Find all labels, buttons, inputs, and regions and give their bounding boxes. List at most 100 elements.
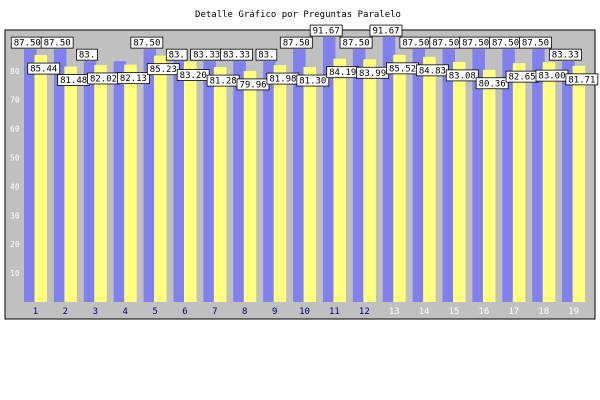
data-label: 82.02: [90, 74, 117, 84]
bar-series-1: [233, 61, 246, 302]
data-label: 81.28: [210, 77, 237, 87]
data-label: 83.20: [180, 71, 207, 81]
data-label-box: [339, 36, 373, 49]
bar-series-1: [442, 49, 456, 302]
x-tick-label: 16: [478, 307, 489, 317]
bar-series-1: [562, 61, 575, 302]
bar-series-1: [113, 61, 127, 302]
bar-series-1: [143, 49, 157, 302]
bars: [24, 37, 586, 303]
data-label: 80.36: [479, 79, 506, 89]
data-label-box: [296, 74, 330, 87]
bar-series-1: [203, 61, 216, 302]
data-label: 87.50: [133, 39, 160, 49]
bar-series-1: [382, 37, 396, 302]
y-tick-label: 10: [10, 269, 20, 278]
bar-series-2: [453, 61, 466, 302]
x-tick-label: 13: [389, 307, 400, 317]
data-label: 84.83: [419, 66, 446, 76]
data-label-box: [519, 36, 552, 49]
bar-series-2: [423, 56, 436, 302]
bar-series-2: [34, 55, 47, 302]
data-label-box: [309, 24, 343, 37]
data-label: 87.50: [522, 39, 549, 49]
x-tick-label: 4: [122, 307, 127, 317]
bar-series-1: [173, 61, 186, 302]
data-label: 83.: [169, 51, 185, 61]
data-label-box: [255, 48, 278, 61]
bar-series-2: [512, 63, 526, 303]
bar-series-1: [472, 49, 485, 302]
data-label: 83.: [79, 51, 95, 61]
data-label: 87.50: [462, 39, 489, 49]
bar-series-2: [213, 67, 227, 302]
data-label: 85.23: [150, 65, 177, 75]
data-label: 85.44: [30, 65, 57, 75]
data-label-box: [76, 48, 98, 61]
chart-title: Detalle Gráfico por Preguntas Paralelo: [195, 10, 401, 20]
data-label: 81.48: [60, 76, 87, 86]
x-tick-label: 18: [538, 307, 549, 317]
data-label-box: [445, 69, 479, 82]
data-labels: 87.50 85.44 87.50 81.48 83. 82.02 82.13 87.50 85…: [10, 24, 599, 90]
data-label: 83.: [258, 51, 274, 61]
bar-series-2: [183, 61, 197, 302]
data-label: 83.33: [552, 51, 579, 61]
x-tick-label: 10: [299, 307, 310, 317]
x-tick-label: 5: [152, 307, 157, 317]
bar-series-2: [154, 55, 167, 302]
bar-series-1: [352, 49, 366, 302]
data-label-box: [130, 36, 164, 49]
y-tick-label: 20: [10, 240, 20, 249]
data-label-box: [117, 72, 150, 85]
bar-series-1: [532, 49, 545, 302]
data-label: 81.71: [568, 75, 595, 85]
y-tick-label: 80: [10, 67, 20, 76]
data-label: 83.08: [449, 71, 476, 81]
data-label: 87.50: [343, 39, 370, 49]
data-label-box: [279, 36, 313, 49]
data-label-box: [40, 36, 74, 49]
data-label: 91.67: [372, 27, 399, 37]
bar-series-2: [363, 59, 376, 302]
bar-series-2: [94, 64, 107, 303]
data-label: 84.19: [329, 68, 356, 78]
data-label: 83.99: [359, 69, 386, 79]
data-label: 83.33: [223, 51, 250, 61]
bar-series-2: [333, 58, 346, 302]
data-label: 82.13: [120, 74, 147, 84]
x-tick-label: 15: [449, 307, 460, 317]
bar-series-1: [293, 49, 306, 302]
data-label-box: [165, 48, 188, 61]
x-tick-label: 7: [212, 307, 217, 317]
y-tick-label: 50: [10, 154, 20, 163]
data-label-box: [475, 77, 509, 90]
bar-series-1: [263, 61, 276, 302]
data-label: 91.67: [313, 27, 340, 37]
x-tick-label: 2: [63, 307, 68, 317]
bar-series-1: [502, 49, 515, 302]
data-label: 87.50: [402, 39, 429, 49]
data-label: 83.33: [193, 51, 220, 61]
x-tick-label: 11: [329, 307, 340, 317]
data-label: 87.50: [492, 39, 519, 49]
x-tick-label: 9: [272, 307, 277, 317]
data-label-box: [220, 48, 253, 61]
data-label: 79.96: [239, 80, 266, 90]
bar-series-1: [412, 49, 426, 302]
data-label: 81.98: [269, 75, 296, 85]
y-tick-label: 60: [10, 125, 20, 134]
data-label: 87.50: [432, 39, 459, 49]
x-axis: 1 2 3 4 5 6 7 8 9 10 11 12 13 14 15 16 17 18 19: [33, 307, 579, 317]
bar-series-2: [273, 65, 287, 303]
data-label-box: [27, 62, 61, 75]
data-label: 85.52: [389, 64, 416, 74]
bar-series-1: [322, 37, 336, 302]
bar-series-2: [542, 62, 556, 302]
data-label: 87.50: [283, 39, 310, 49]
data-label-box: [565, 73, 599, 86]
x-tick-label: 8: [242, 307, 247, 317]
data-label: 87.50: [14, 39, 41, 49]
data-label: 82.65: [509, 73, 536, 83]
data-label-box: [369, 24, 403, 37]
